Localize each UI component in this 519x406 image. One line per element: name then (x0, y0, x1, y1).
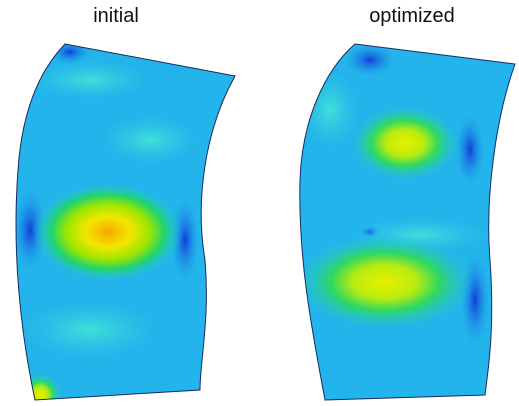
contour (299, 234, 475, 330)
contour (20, 300, 160, 360)
outline (299, 43, 516, 401)
panel-label: optimized (369, 5, 455, 27)
contour (345, 44, 395, 76)
contour (50, 44, 90, 64)
contour (33, 182, 183, 282)
contour (456, 115, 484, 185)
panel-label: initial (93, 5, 139, 27)
outline (15, 43, 236, 401)
contour-plot-initial (15, 44, 235, 400)
contour (15, 190, 46, 270)
contour (100, 115, 200, 165)
contour (350, 105, 460, 181)
contour (30, 60, 150, 100)
contour-plot-optimized (299, 44, 515, 400)
